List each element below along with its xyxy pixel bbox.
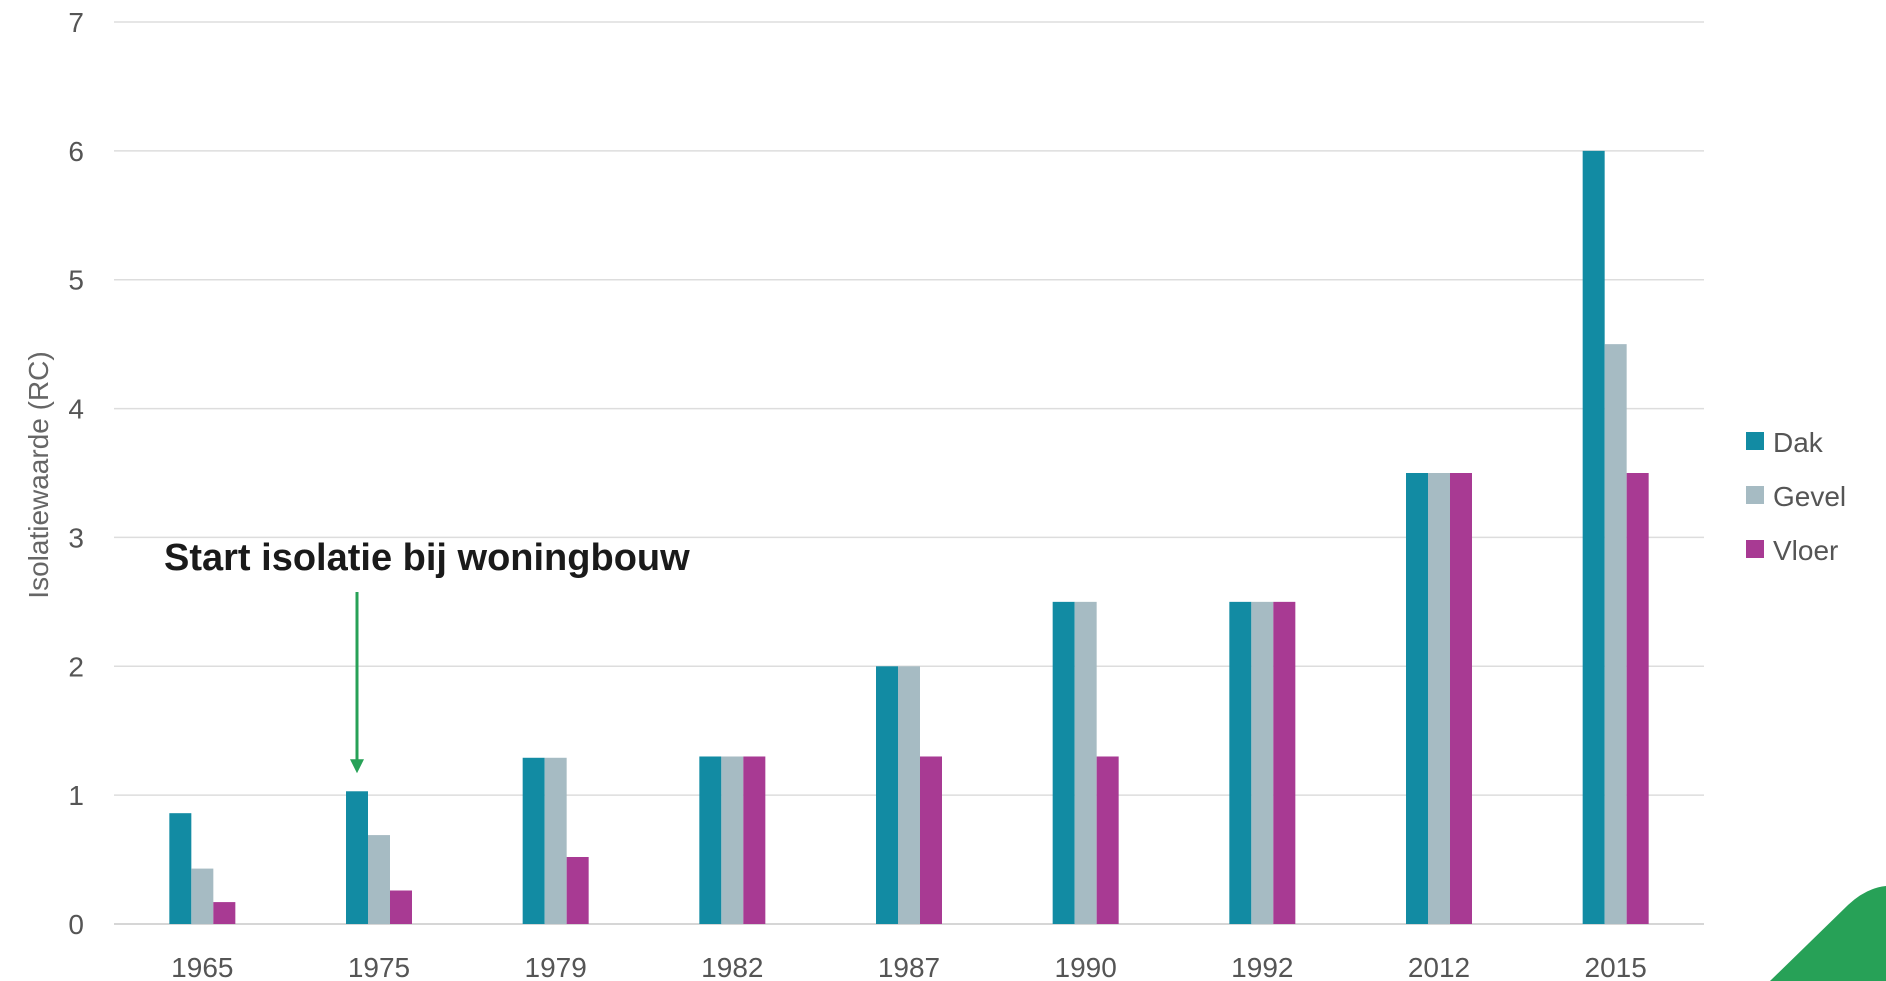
bar-dak-1965 [169, 813, 192, 924]
bar-gevel-1990 [1074, 601, 1097, 924]
bar-vloer-1965 [213, 902, 236, 924]
bar-gevel-1992 [1251, 601, 1274, 924]
bar-dak-2012 [1406, 473, 1428, 924]
bar-vloer-2015 [1626, 473, 1649, 924]
annotation-text: Start isolatie bij woningbouw [164, 537, 690, 579]
bar-vloer-1982 [743, 756, 766, 924]
y-tick-label: 0 [68, 909, 84, 940]
bar-gevel-2015 [1604, 344, 1627, 925]
x-tick-label: 1975 [348, 952, 410, 981]
legend-label-dak: Dak [1773, 427, 1824, 458]
x-tick-label: 1990 [1055, 952, 1117, 981]
y-tick-label: 5 [68, 265, 84, 296]
bar-dak-1992 [1229, 601, 1252, 924]
y-tick-label: 6 [68, 136, 84, 167]
legend-label-vloer: Vloer [1773, 535, 1838, 566]
bar-vloer-1990 [1096, 756, 1119, 924]
y-tick-label: 4 [68, 394, 84, 425]
bar-gevel-2012 [1428, 473, 1450, 924]
legend-swatch-vloer [1746, 540, 1764, 558]
y-axis-label: Isolatiewaarde (RC) [23, 351, 54, 598]
bar-dak-1987 [876, 666, 898, 924]
bar-gevel-1975 [368, 835, 390, 924]
bar-vloer-2012 [1450, 473, 1472, 924]
bar-gevel-1987 [898, 666, 920, 924]
annotation: Start isolatie bij woningbouw [164, 537, 690, 774]
bar-dak-1982 [699, 756, 722, 924]
bar-dak-1975 [346, 791, 368, 924]
y-tick-label: 7 [68, 7, 84, 38]
y-tick-label: 3 [68, 522, 84, 553]
y-tick-label: 2 [68, 651, 84, 682]
annotation-arrow-head [350, 759, 364, 774]
bar-vloer-1975 [390, 890, 412, 924]
x-tick-label: 1992 [1231, 952, 1293, 981]
x-tick-label: 1987 [878, 952, 940, 981]
legend-swatch-gevel [1746, 486, 1764, 504]
x-tick-label: 2012 [1408, 952, 1470, 981]
bar-dak-1990 [1052, 601, 1075, 924]
bar-vloer-1992 [1273, 601, 1296, 924]
bars [169, 150, 1649, 925]
bar-gevel-1979 [544, 757, 567, 924]
bar-gevel-1982 [721, 756, 744, 924]
bar-gevel-1965 [191, 868, 214, 924]
legend-label-gevel: Gevel [1773, 481, 1846, 512]
x-tick-label: 1982 [701, 952, 763, 981]
x-tick-labels: 1965 1975 1979 1982 1987 1990 1992 2012 2015 [171, 952, 1647, 981]
bar-vloer-1987 [920, 756, 942, 924]
corner-decoration [1770, 886, 1886, 981]
x-tick-label: 1979 [525, 952, 587, 981]
x-tick-label: 2015 [1585, 952, 1647, 981]
bar-dak-1979 [522, 757, 545, 924]
bar-dak-2015 [1582, 150, 1605, 924]
y-tick-labels: 0 1 2 3 4 5 6 7 [68, 7, 84, 940]
y-tick-label: 1 [68, 780, 84, 811]
x-tick-label: 1965 [171, 952, 233, 981]
legend: Dak Gevel Vloer [1746, 427, 1846, 566]
bar-vloer-1979 [566, 856, 589, 924]
legend-swatch-dak [1746, 432, 1764, 450]
